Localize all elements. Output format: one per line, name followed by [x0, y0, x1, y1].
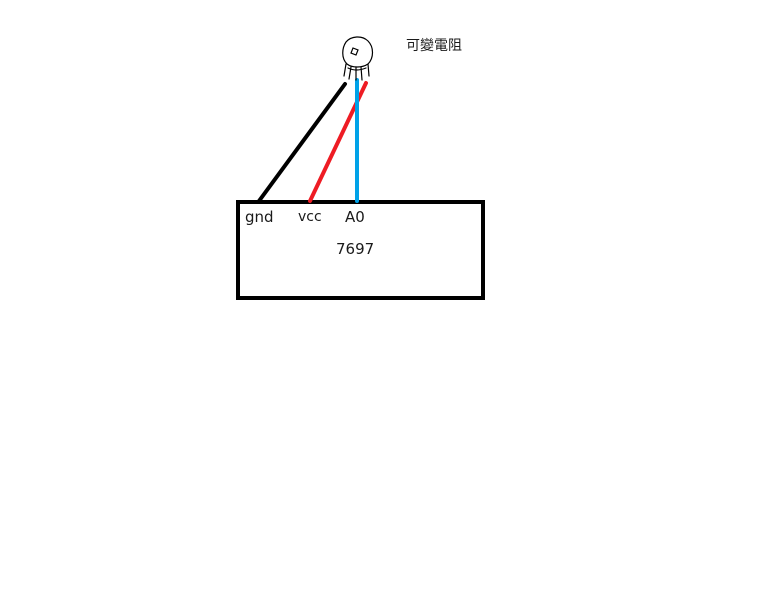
- board-label: 7697: [336, 240, 375, 258]
- gnd-pin-label: gnd: [245, 208, 274, 226]
- gnd-wire: [257, 82, 347, 203]
- potentiometer-icon: [342, 36, 374, 81]
- a0-pin-label: A0: [345, 208, 365, 226]
- potentiometer-label: 可變電阻: [406, 38, 462, 54]
- board-outline: [236, 200, 485, 300]
- vcc-pin-label: vcc: [298, 209, 322, 225]
